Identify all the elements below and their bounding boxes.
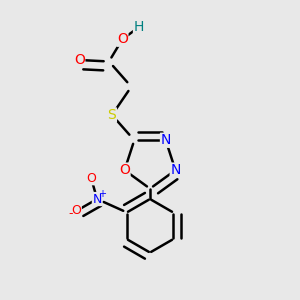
Text: O: O [74,53,85,67]
Text: O: O [71,204,81,218]
Text: O: O [119,163,130,177]
Text: N: N [160,133,171,147]
Text: O: O [117,32,128,46]
Text: S: S [108,108,116,122]
Text: H: H [134,20,144,34]
Text: O: O [86,172,96,185]
Text: N: N [170,163,181,177]
Text: N: N [92,193,102,206]
Text: -: - [69,207,73,220]
Text: +: + [98,189,106,199]
